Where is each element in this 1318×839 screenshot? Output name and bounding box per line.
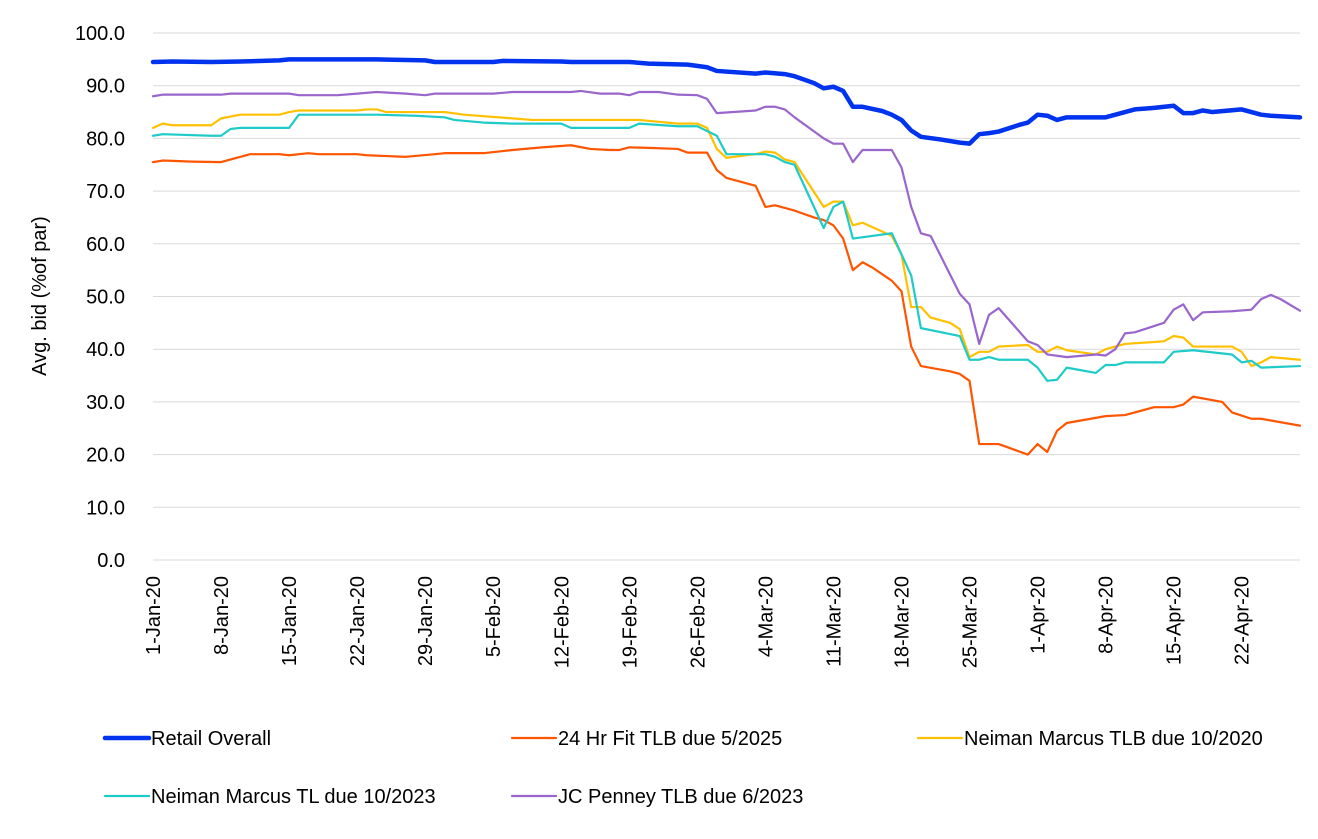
x-tick-label: 8-Apr-20 — [1096, 576, 1118, 654]
y-tick-label: 100.0 — [75, 23, 125, 45]
legend-label: 24 Hr Fit TLB due 5/2025 — [558, 728, 782, 750]
legend-label: Neiman Marcus TL due 10/2023 — [151, 786, 436, 808]
legend-label: JC Penney TLB due 6/2023 — [558, 786, 803, 808]
series-line — [151, 113, 1302, 382]
y-tick-label: 70.0 — [86, 181, 125, 203]
x-tick-label: 11-Mar-20 — [823, 576, 845, 667]
legend-item: Neiman Marcus TL due 10/2023 — [103, 786, 436, 808]
legend-item: Retail Overall — [102, 728, 271, 750]
x-axis-tick-labels: 1-Jan-20 8-Jan-20 15-Jan-20 22-Jan-20 29-Jan… — [143, 576, 1254, 668]
y-tick-label: 90.0 — [86, 76, 125, 98]
y-tick-label: 0.0 — [97, 550, 125, 572]
x-tick-label: 8-Jan-20 — [211, 576, 233, 655]
series-line — [151, 144, 1302, 456]
y-tick-label: 40.0 — [86, 339, 125, 361]
legend-item: JC Penney TLB due 6/2023 — [510, 786, 803, 808]
x-tick-label: 15-Apr-20 — [1164, 576, 1186, 665]
legend-label: Retail Overall — [151, 728, 271, 750]
x-tick-label: 22-Jan-20 — [347, 576, 369, 666]
x-tick-label: 29-Jan-20 — [415, 576, 437, 666]
legend: Retail Overall 24 Hr Fit TLB due 5/2025 Ne… — [102, 728, 1263, 808]
x-tick-label: 4-Mar-20 — [755, 576, 777, 657]
x-tick-label: 22-Apr-20 — [1232, 576, 1254, 665]
x-tick-label: 25-Mar-20 — [960, 576, 982, 668]
series-line — [150, 57, 1303, 146]
x-tick-label: 15-Jan-20 — [279, 576, 301, 666]
legend-item: 24 Hr Fit TLB due 5/2025 — [510, 728, 782, 750]
y-tick-label: 80.0 — [86, 128, 125, 150]
x-tick-label: 19-Feb-20 — [619, 576, 641, 668]
x-tick-label: 12-Feb-20 — [551, 576, 573, 668]
y-axis-title: Avg. bid (%of par) — [29, 216, 51, 376]
y-tick-label: 10.0 — [86, 497, 125, 519]
y-tick-label: 60.0 — [86, 234, 125, 256]
legend-item: Neiman Marcus TLB due 10/2020 — [916, 728, 1263, 750]
series-layer — [150, 57, 1303, 456]
y-tick-label: 30.0 — [86, 392, 125, 414]
x-tick-label: 1-Apr-20 — [1028, 576, 1050, 654]
y-tick-label: 50.0 — [86, 287, 125, 309]
legend-label: Neiman Marcus TLB due 10/2020 — [964, 728, 1263, 750]
series-line — [151, 89, 1302, 359]
grid-layer — [153, 32, 1300, 561]
x-tick-label: 18-Mar-20 — [891, 576, 913, 668]
y-axis-tick-labels: 0.0 10.0 20.0 30.0 40.0 50.0 60.0 70.0 80.0 90.0 1… — [75, 23, 125, 572]
x-tick-label: 26-Feb-20 — [687, 576, 709, 668]
x-tick-label: 1-Jan-20 — [143, 576, 165, 655]
x-tick-label: 5-Feb-20 — [483, 576, 505, 657]
series-line — [151, 108, 1302, 368]
y-tick-label: 20.0 — [86, 445, 125, 467]
